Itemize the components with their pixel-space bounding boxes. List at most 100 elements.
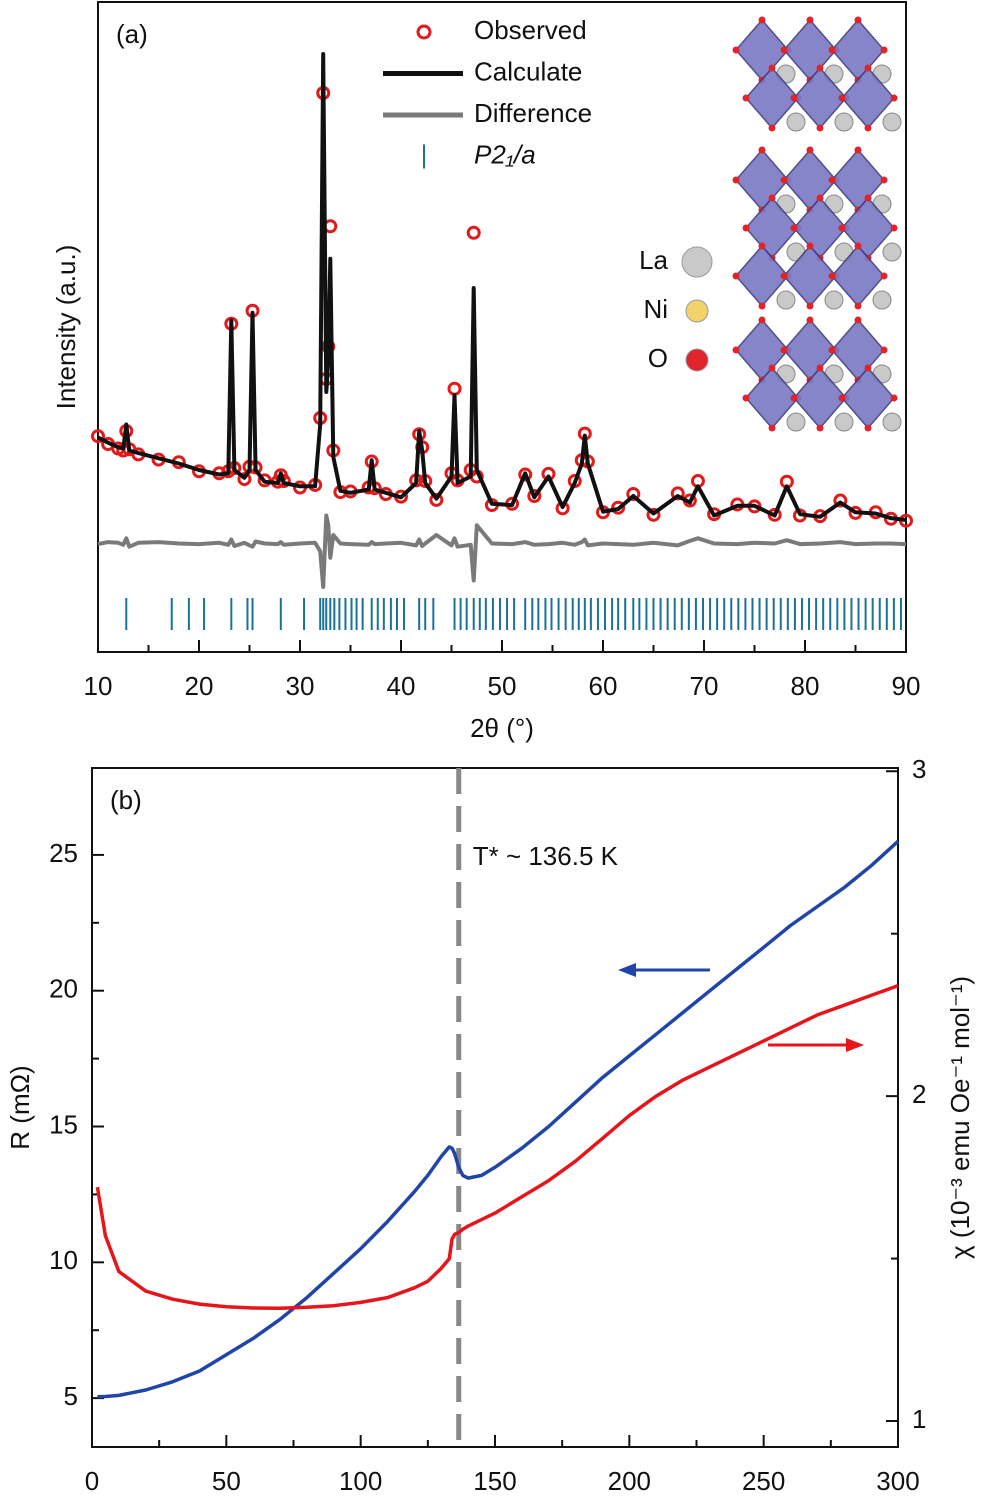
oxygen-atom — [790, 224, 798, 232]
oxygen-atom — [758, 146, 766, 154]
oxygen-atom — [790, 94, 798, 102]
observed-point — [429, 492, 444, 507]
oxygen-atom — [768, 64, 776, 72]
oxygen-atom — [864, 424, 872, 432]
oxygen-atom — [838, 224, 846, 232]
oxygen-atom — [854, 16, 862, 24]
observed-point — [670, 486, 685, 501]
oxygen-atom — [758, 242, 766, 250]
atom-label: La — [639, 245, 668, 275]
oxygen-atom — [790, 394, 798, 402]
observed-point — [833, 493, 848, 508]
oxygen-atom — [864, 364, 872, 372]
x-tick-label: 70 — [690, 671, 719, 701]
oxygen-atom — [742, 224, 750, 232]
legend-label: Observed — [474, 15, 587, 45]
x-tick-label: 250 — [742, 1466, 785, 1496]
oxygen-atom — [854, 146, 862, 154]
oxygen-atom — [880, 46, 888, 54]
atom-swatch — [685, 348, 709, 372]
oxygen-atom — [816, 64, 824, 72]
axis-arrowhead — [618, 963, 636, 977]
x-tick-label: 40 — [387, 671, 416, 701]
y-tick-label: 15 — [49, 1109, 78, 1139]
oxygen-atom — [742, 94, 750, 102]
oxygen-atom — [828, 176, 836, 184]
series-line — [95, 984, 899, 1311]
oxygen-atom — [780, 272, 788, 280]
x-tick-label: 300 — [876, 1466, 919, 1496]
legend-label: Difference — [474, 98, 592, 128]
la-atom — [776, 290, 796, 310]
oxygen-atom — [816, 364, 824, 372]
x-tick-label: 150 — [473, 1466, 516, 1496]
oxygen-atom — [816, 124, 824, 132]
legend-marker — [416, 24, 432, 40]
oxygen-atom — [780, 346, 788, 354]
x-tick-label: 50 — [488, 671, 517, 701]
oxygen-atom — [864, 194, 872, 202]
oxygen-atom — [828, 46, 836, 54]
la-atom — [882, 412, 902, 432]
oxygen-atom — [880, 346, 888, 354]
oxygen-atom — [864, 64, 872, 72]
oxygen-atom — [880, 176, 888, 184]
observed-point — [518, 467, 533, 482]
oxygen-atom — [806, 316, 814, 324]
x-axis-label: T (K) — [466, 1508, 523, 1510]
la-atom — [872, 290, 892, 310]
oxygen-atom — [854, 242, 862, 250]
oxygen-atom — [732, 272, 740, 280]
observed-point — [626, 487, 641, 502]
observed-point — [611, 500, 626, 515]
observed-point — [91, 429, 105, 444]
panel-label: (a) — [116, 19, 148, 49]
x-tick-label: 90 — [892, 671, 921, 701]
series-line — [97, 52, 907, 522]
atom-label: O — [648, 343, 668, 373]
atom-swatch — [685, 299, 709, 323]
y2-tick-label: 1 — [912, 1404, 926, 1434]
la-atom — [786, 412, 806, 432]
oxygen-atom — [732, 176, 740, 184]
oxygen-atom — [758, 16, 766, 24]
oxygen-atom — [828, 346, 836, 354]
oxygen-atom — [890, 394, 898, 402]
x-tick-label: 50 — [212, 1466, 241, 1496]
oxygen-atom — [838, 94, 846, 102]
series-line — [97, 513, 907, 589]
oxygen-atom — [864, 124, 872, 132]
observed-point — [447, 381, 462, 396]
oxygen-atom — [732, 346, 740, 354]
oxygen-atom — [890, 224, 898, 232]
la-atom — [834, 112, 854, 132]
oxygen-atom — [768, 424, 776, 432]
observed-point — [466, 225, 481, 240]
oxygen-atom — [816, 424, 824, 432]
oxygen-atom — [758, 302, 766, 310]
la-atom — [882, 242, 902, 262]
oxygen-atom — [854, 302, 862, 310]
y2-axis-label: χ (10⁻³ emu Oe⁻¹ mol⁻¹) — [945, 976, 975, 1259]
y2-tick-label: 2 — [912, 1079, 926, 1109]
atom-swatch — [681, 246, 713, 278]
y-tick-label: 20 — [49, 974, 78, 1004]
oxygen-atom — [854, 316, 862, 324]
y-tick-label: 10 — [49, 1245, 78, 1275]
x-axis-label: 2θ (°) — [470, 713, 534, 743]
la-atom — [824, 290, 844, 310]
x-tick-label: 200 — [608, 1466, 651, 1496]
oxygen-atom — [806, 146, 814, 154]
atom-label: Ni — [643, 294, 668, 324]
observed-point — [646, 507, 661, 522]
legend-label: Calculate — [474, 56, 582, 86]
oxygen-atom — [880, 272, 888, 280]
annotation: T* ~ 136.5 K — [473, 841, 619, 871]
oxygen-atom — [838, 394, 846, 402]
la-atom — [882, 112, 902, 132]
x-tick-label: 30 — [286, 671, 315, 701]
oxygen-atom — [742, 394, 750, 402]
oxygen-atom — [780, 176, 788, 184]
axis-arrowhead — [846, 1038, 864, 1052]
